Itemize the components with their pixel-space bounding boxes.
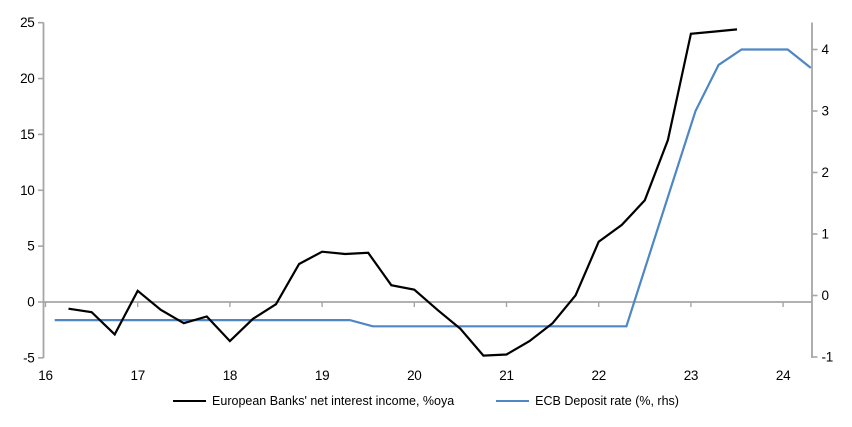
x-axis-tick-label: 23 [684,368,698,383]
left-axis-tick-label: 20 [20,71,34,86]
ecb-deposit-rate-line [54,48,812,328]
legend-item-net-interest-income: European Banks' net interest income, %oy… [173,394,454,408]
right-axis-tick-label: 3 [822,104,829,119]
x-axis-tick-label: 17 [130,368,144,383]
x-axis-tick-label: 24 [776,368,791,383]
x-axis-tick-label: 22 [591,368,605,383]
net-interest-income-line [68,28,738,357]
x-axis-tick-label: 20 [407,368,421,383]
right-axis: 4 3 2 1 0 -1 [811,22,833,365]
chart-legend: European Banks' net interest income, %oy… [0,394,852,408]
left-axis-tick-label: 0 [27,295,34,310]
x-axis: 16 17 18 19 20 21 22 23 24 [38,301,812,383]
right-axis-tick-label: 0 [822,288,829,303]
x-axis-tick-label: 21 [499,368,513,383]
right-axis-tick-label: -1 [822,350,833,365]
blue-line-swatch [496,399,530,403]
legend-label-ecb-deposit-rate: ECB Deposit rate (%, rhs) [535,394,679,408]
legend-item-ecb-deposit-rate: ECB Deposit rate (%, rhs) [496,394,679,408]
right-axis-tick-label: 1 [822,227,829,242]
left-axis-tick-label: 10 [20,183,34,198]
left-axis-tick-label: 15 [20,127,34,142]
legend-label-net-interest-income: European Banks' net interest income, %oy… [212,394,455,408]
left-axis-tick-label: 5 [27,239,34,254]
x-axis-tick-label: 18 [223,368,237,383]
left-axis-tick-label: 25 [20,15,34,30]
right-axis-tick-label: 4 [822,42,830,57]
left-axis: 25 20 15 10 5 0 -5 [20,15,45,365]
x-axis-tick-label: 16 [38,368,52,383]
left-axis-tick-label: -5 [23,350,34,365]
right-axis-tick-label: 2 [822,165,829,180]
x-axis-tick-label: 19 [315,368,329,383]
black-line-swatch [173,399,207,403]
